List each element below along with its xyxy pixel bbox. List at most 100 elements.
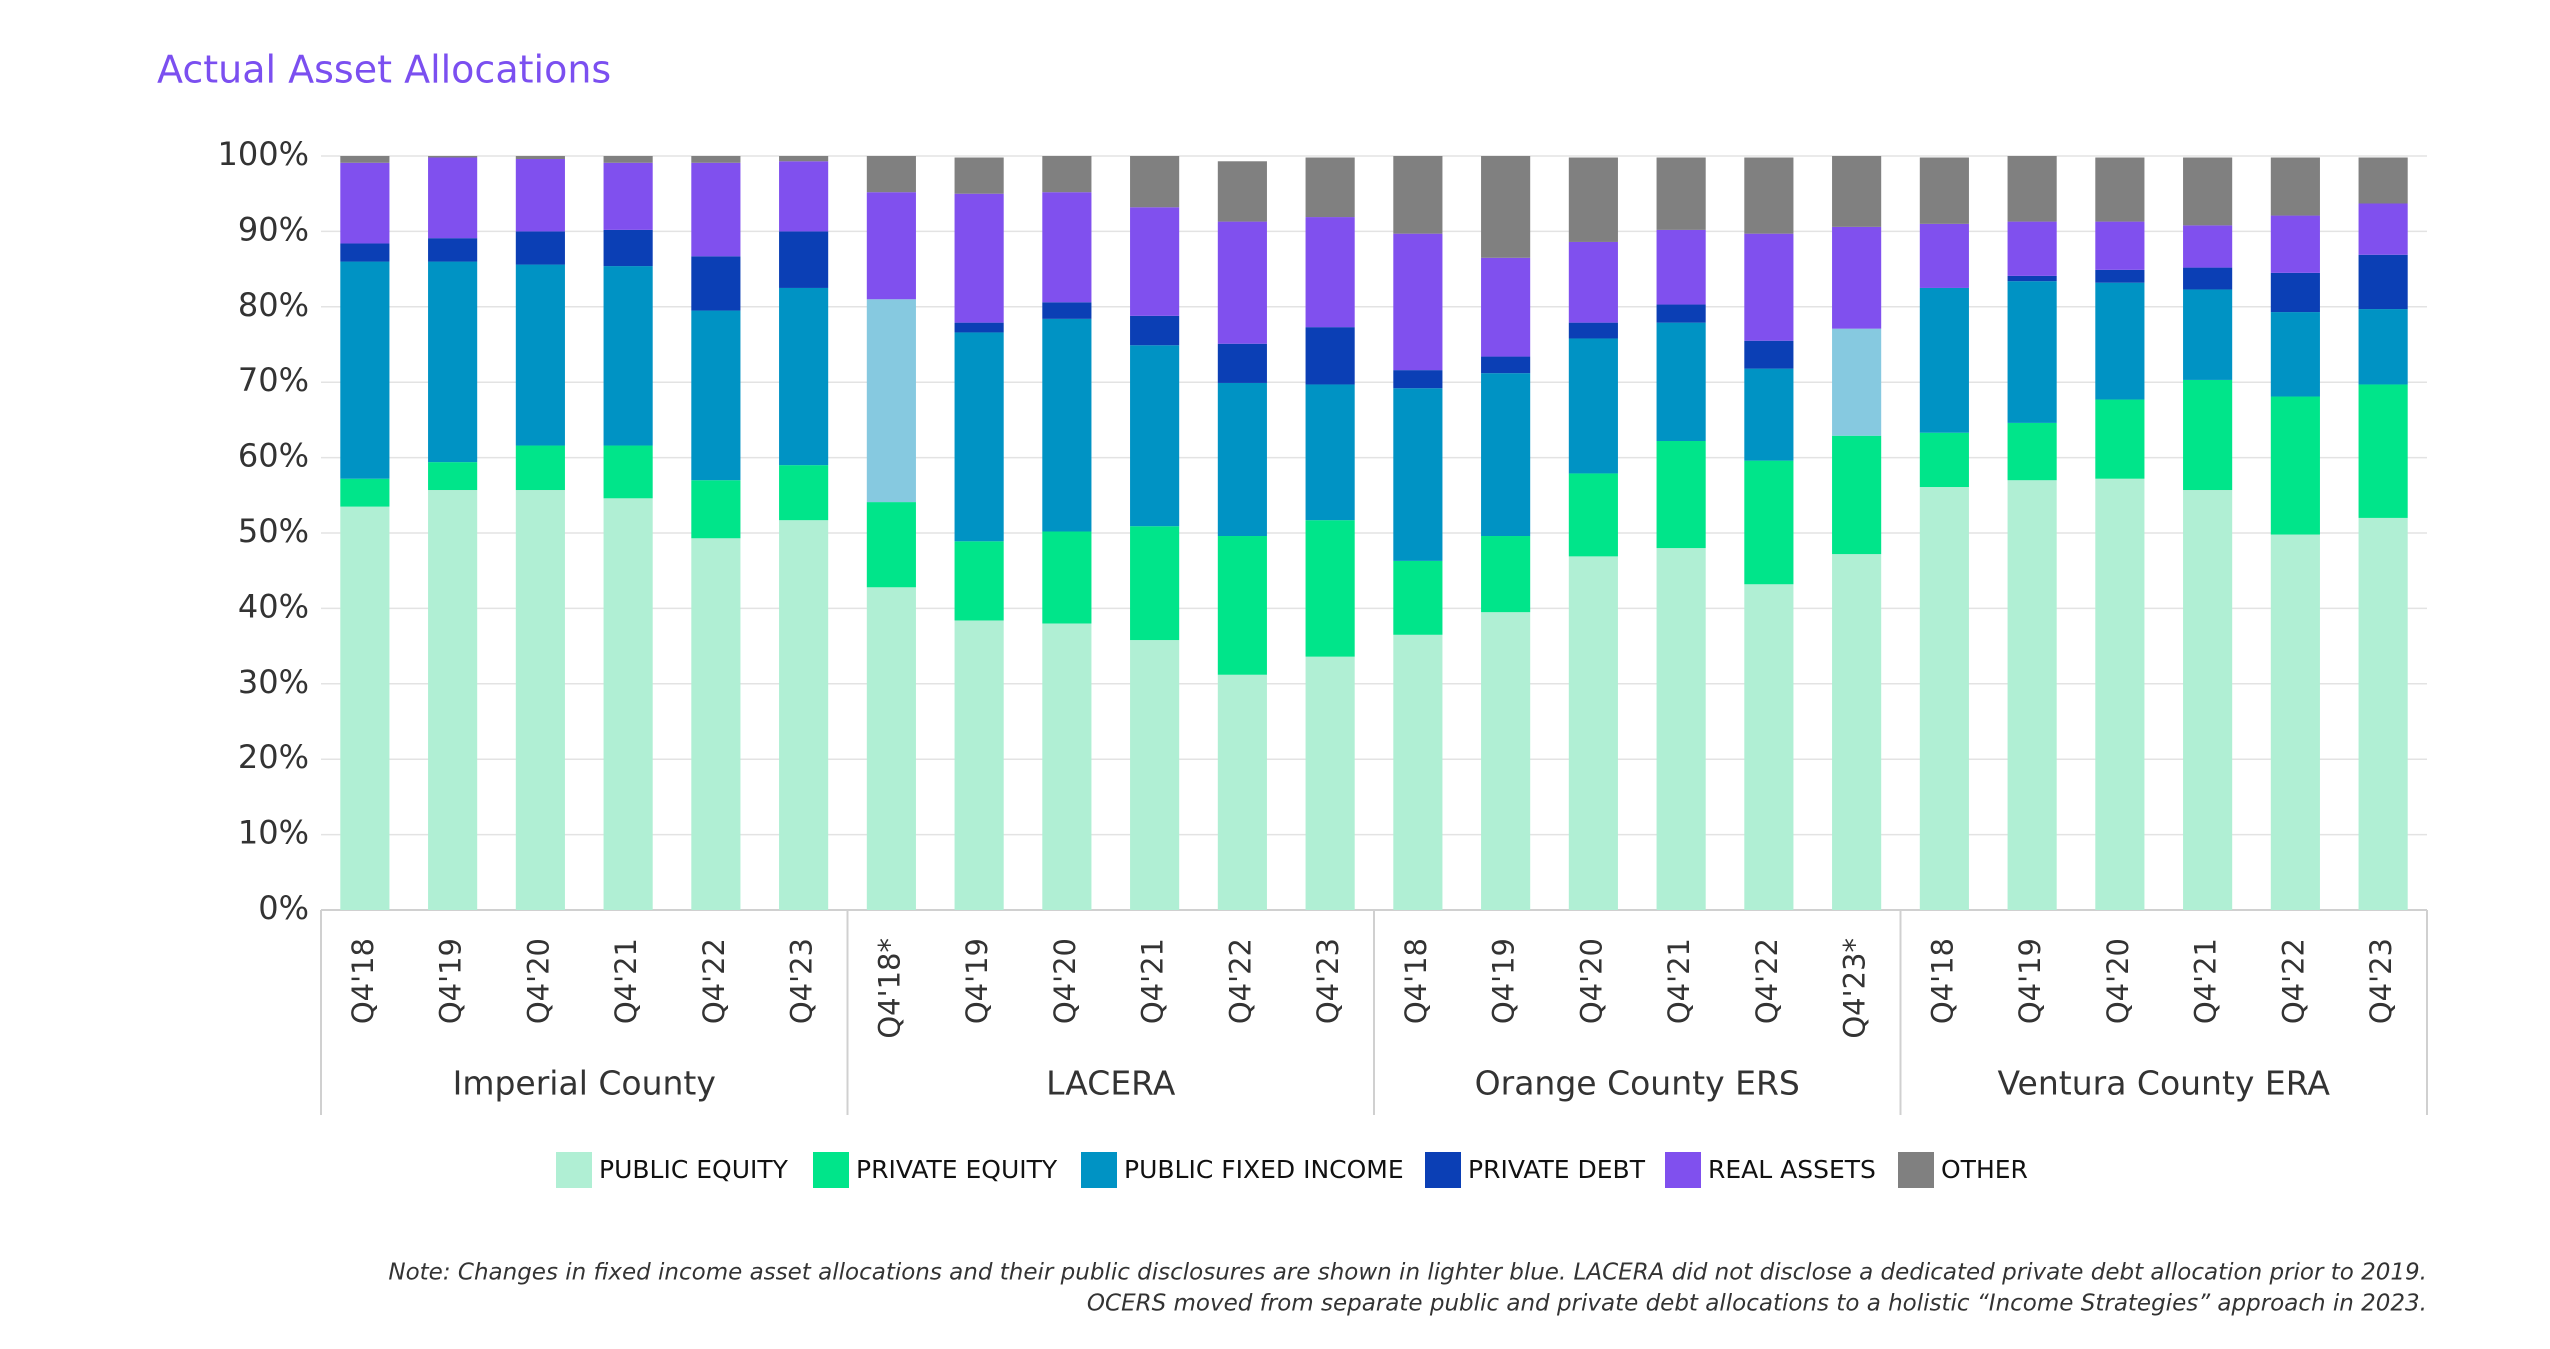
bar-segment (691, 538, 741, 910)
x-tick-label: Q4'18 (1399, 938, 1433, 1024)
bar-segment (340, 261, 390, 479)
bar-segment (2270, 272, 2320, 313)
x-tick-label: Q4'23* (1838, 938, 1872, 1039)
x-tick-label: Q4'18* (872, 938, 906, 1039)
bar-segment (1919, 287, 1969, 433)
bar-segment (2358, 309, 2408, 385)
bar-segment (1130, 526, 1180, 641)
group-label: Imperial County (453, 1064, 716, 1103)
y-tick-label: 60% (238, 437, 309, 475)
legend-label: PUBLIC FIXED INCOME (1124, 1155, 1404, 1184)
bar-segment (1042, 192, 1092, 303)
bar-segment (1130, 640, 1180, 910)
bar-segment (866, 192, 916, 300)
bar-segment (1481, 156, 1531, 258)
bar-segment (2095, 157, 2145, 222)
x-tick-label: Q4'19 (1487, 938, 1521, 1024)
bar-segment (691, 480, 741, 539)
bar-segment (1656, 322, 1706, 442)
bar-segment (1217, 674, 1267, 910)
x-tick-label: Q4'21 (2189, 938, 2223, 1024)
bar-segment (1130, 315, 1180, 346)
bar-segment (2270, 312, 2320, 397)
bar-segment (1832, 226, 1882, 329)
bar-segment (428, 157, 478, 239)
legend-label: REAL ASSETS (1708, 1155, 1876, 1184)
bar-segment (340, 243, 390, 262)
bar-segment (428, 238, 478, 262)
legend-swatch (1425, 1152, 1461, 1188)
bar-segment (2183, 379, 2233, 491)
bar-segment (340, 506, 390, 910)
bar-segment (340, 478, 390, 507)
bar-segment (1568, 556, 1618, 910)
bar-segment (1568, 473, 1618, 557)
bar-segment (1305, 327, 1355, 385)
bar-segment (866, 299, 916, 503)
bar-segment (1744, 233, 1794, 341)
bar-segment (1305, 520, 1355, 657)
bar-segment (2358, 254, 2408, 310)
bar-segment (515, 156, 565, 160)
bar-segment (2183, 225, 2233, 268)
bar-segment (340, 162, 390, 244)
x-tick-label: Q4'21 (609, 938, 643, 1024)
bar-segment (779, 156, 829, 162)
bar-segment (691, 162, 741, 257)
bar-segment (2358, 384, 2408, 518)
bar-segment (1919, 223, 1969, 288)
bar-segment (2270, 534, 2320, 910)
bar-segment (2358, 157, 2408, 204)
bar-segment (428, 261, 478, 463)
x-tick-label: Q4'23 (1311, 938, 1345, 1024)
bar-segment (1305, 384, 1355, 521)
bar-segment (1393, 560, 1443, 635)
bar-segment (2183, 157, 2233, 226)
bar-segment (2270, 396, 2320, 535)
bar-segment (1042, 623, 1092, 910)
bar-segment (2270, 215, 2320, 273)
legend-swatch (1081, 1152, 1117, 1188)
x-tick-label: Q4'21 (1136, 938, 1170, 1024)
x-tick-label: Q4'21 (1662, 938, 1696, 1024)
chart-title: Actual Asset Allocations (157, 48, 611, 92)
bar-segment (1656, 441, 1706, 549)
legend-swatch (1898, 1152, 1934, 1188)
bar-segment (1217, 221, 1267, 344)
y-tick-label: 0% (258, 889, 309, 927)
note: Note: Changes in fixed income asset allo… (388, 1260, 2427, 1286)
x-tick-label: Q4'22 (2276, 938, 2310, 1024)
note: OCERS moved from separate public and pri… (1087, 1291, 2427, 1317)
x-tick-label: Q4'19 (434, 938, 468, 1024)
bar-segment (1744, 368, 1794, 461)
bar-segment (515, 445, 565, 491)
bar-segment (1656, 229, 1706, 305)
bar-segment (779, 520, 829, 910)
bar-segment (340, 156, 390, 163)
bar-segment (2183, 490, 2233, 910)
bar-segment (1568, 157, 1618, 242)
bar-segment (515, 264, 565, 446)
bar-segment (954, 541, 1004, 621)
bar-segment (1393, 634, 1443, 910)
bar-segment (1217, 382, 1267, 537)
bar-segment (1481, 536, 1531, 613)
bar-segment (2270, 157, 2320, 216)
bar-segment (1832, 554, 1882, 910)
legend-label: PRIVATE DEBT (1468, 1155, 1646, 1184)
y-tick-label: 40% (238, 587, 309, 625)
bar-segment (1656, 157, 1706, 230)
bar-segment (2095, 399, 2145, 479)
bar-segment (1217, 161, 1267, 222)
bar-segment (779, 465, 829, 521)
bar-segment (2095, 282, 2145, 400)
bar-segment (1744, 157, 1794, 234)
y-tick-label: 80% (238, 286, 309, 324)
legend-label: PRIVATE EQUITY (856, 1155, 1058, 1184)
bar-segment (1568, 241, 1618, 323)
bar-segment (603, 229, 653, 267)
bar-segment (1130, 156, 1180, 208)
bar-segment (1305, 157, 1355, 218)
legend-label: OTHER (1941, 1155, 2028, 1184)
y-tick-label: 20% (238, 738, 309, 776)
